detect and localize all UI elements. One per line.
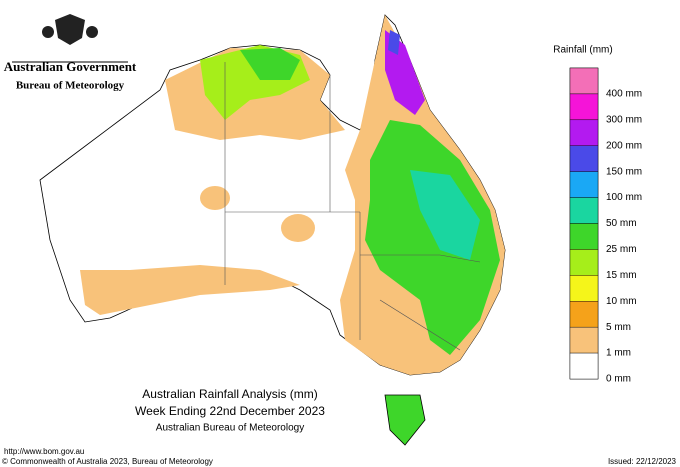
legend-label: 150 mm: [606, 166, 642, 177]
legend-label: 400 mm: [606, 89, 642, 100]
legend-label: 25 mm: [606, 244, 637, 255]
title-line: Australian Bureau of Meteorology: [156, 423, 304, 434]
footer-copyright: © Commonwealth of Australia 2023, Bureau…: [2, 457, 213, 466]
legend-label: 1 mm: [606, 348, 631, 359]
legend-swatch: [569, 171, 599, 198]
legend-swatch: [569, 67, 599, 95]
logo: [12, 14, 128, 63]
legend-label: 5 mm: [606, 322, 631, 333]
legend: 400 mm 300 mm 200 mm 150 mm 100 mm 50 mm 25 mm…: [569, 67, 642, 385]
title-line: Week Ending 22nd December 2023: [135, 404, 325, 418]
legend-swatch: [569, 145, 599, 172]
legend-label: 100 mm: [606, 192, 642, 203]
legend-swatch: [569, 119, 599, 146]
legend-label: 300 mm: [606, 114, 642, 125]
legend-swatch: [569, 197, 599, 224]
legend-swatch: [569, 301, 599, 328]
legend-swatch: [569, 93, 599, 121]
legend-title: Rainfall (mm): [553, 45, 612, 56]
legend-swatch: [569, 352, 599, 380]
legend-label: 200 mm: [606, 140, 642, 151]
legend-label: 50 mm: [606, 218, 637, 229]
legend-label: 15 mm: [606, 270, 637, 281]
government-name: Australian Government: [4, 59, 137, 74]
legend-label: 10 mm: [606, 296, 637, 307]
legend-swatch: [569, 249, 599, 276]
legend-label: 0 mm: [606, 374, 631, 385]
title-line: Australian Rainfall Analysis (mm): [142, 387, 317, 401]
legend-swatch: [569, 326, 599, 354]
legend-swatch: [569, 223, 599, 250]
legend-swatch: [569, 275, 599, 302]
map: [39, 14, 506, 446]
agency-name: Bureau of Meteorology: [16, 80, 125, 92]
footer-url: http://www.bom.gov.au: [4, 447, 84, 456]
footer-issued: Issued: 22/12/2023: [608, 457, 677, 466]
